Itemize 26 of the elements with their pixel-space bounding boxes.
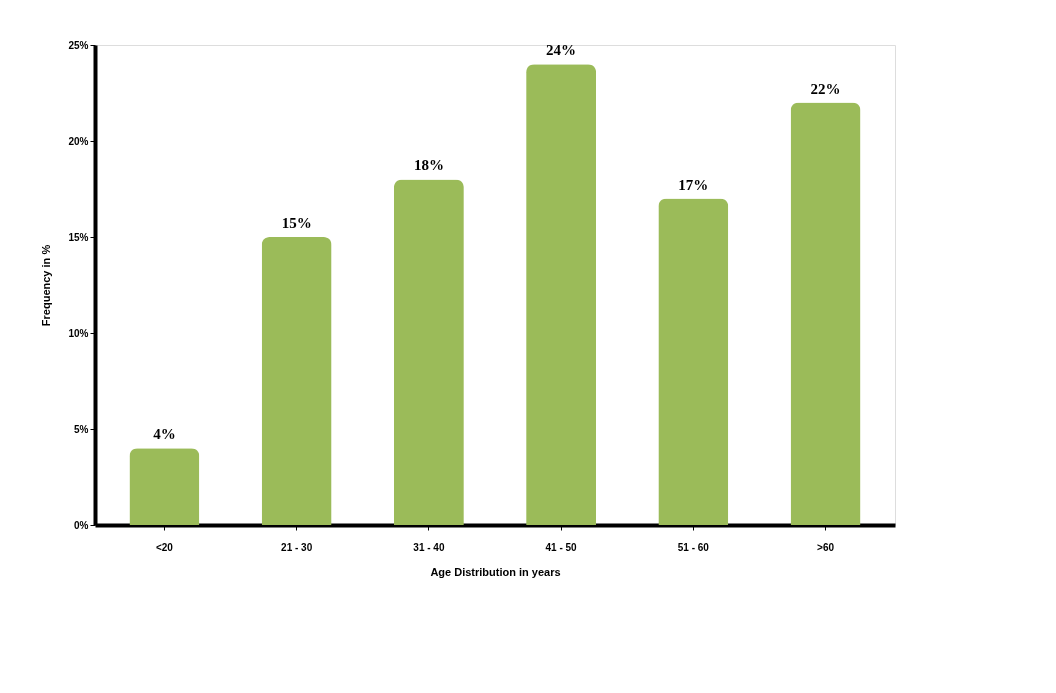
data-label: 15% [281,215,312,231]
bar [129,448,200,525]
data-label: 18% [413,157,444,174]
x-axis-title: Age Distribution in years [430,565,561,578]
x-tick-label: 51 - 60 [677,541,710,553]
data-label: 4% [153,426,176,443]
y-tick-label: 25% [68,39,89,51]
x-tick-label: 21 - 30 [281,541,313,553]
y-tick-label: 5% [74,423,89,435]
y-tick-label: 0% [74,519,89,531]
data-label: 22% [810,80,841,97]
x-tick-label: 41 - 50 [545,541,578,553]
y-tick-label: 15% [68,231,89,243]
bar [393,179,464,525]
x-tick-label: <20 [155,541,174,553]
y-tick-label: 20% [68,135,89,147]
y-axis-title: Frequency in % [40,244,53,327]
data-label: 24% [546,42,577,59]
data-label: 17% [678,176,709,193]
x-tick-label: 31 - 40 [413,541,445,553]
bar [790,102,861,525]
y-tick-label: 10% [68,327,89,339]
bar [261,237,332,525]
bar [526,64,597,525]
bar [658,198,729,525]
x-tick-label: >60 [817,541,835,553]
